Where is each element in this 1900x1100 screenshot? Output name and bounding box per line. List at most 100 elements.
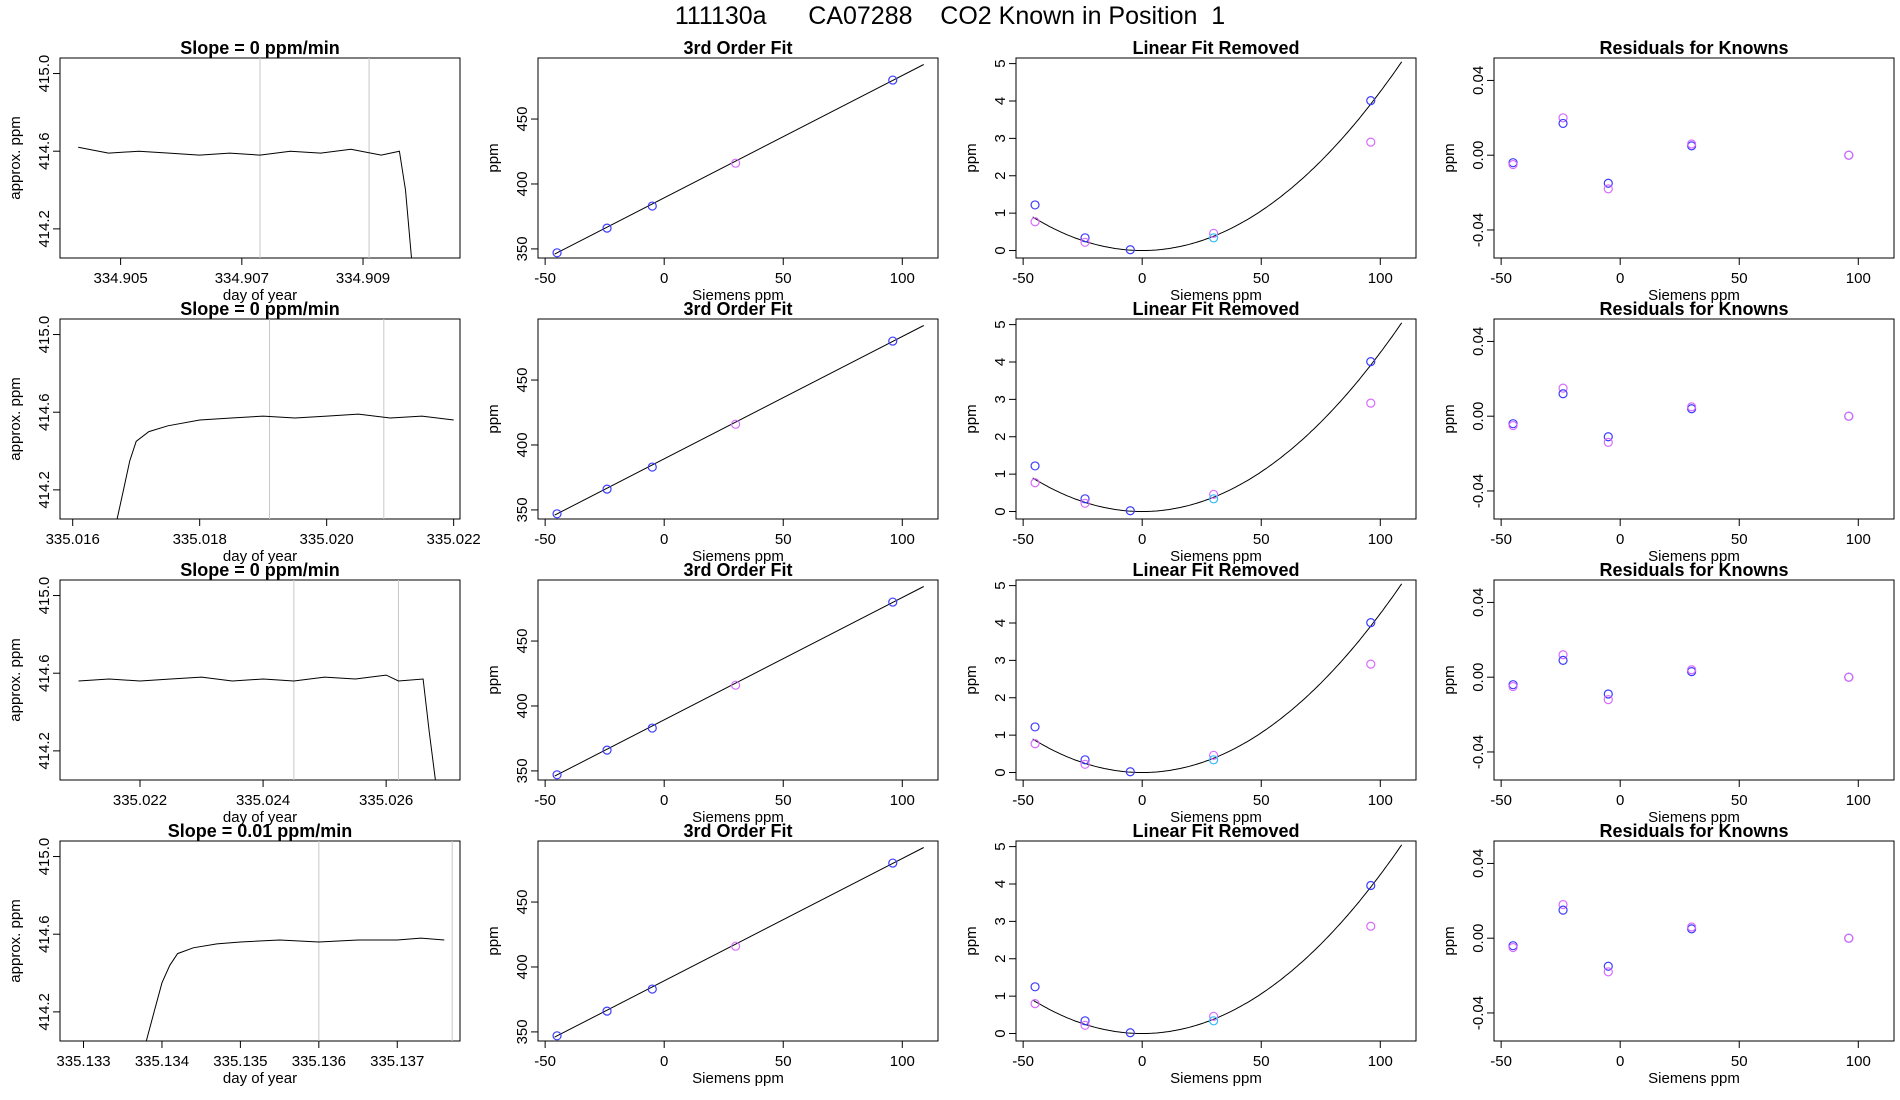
y-tick-label: 0.04 <box>1470 66 1487 95</box>
data-point <box>888 336 898 346</box>
y-tick-label: 0.00 <box>1470 924 1487 953</box>
data-point <box>1080 1016 1090 1026</box>
data-point <box>602 1006 612 1016</box>
x-tick-label: 335.134 <box>135 1053 189 1070</box>
data-point <box>1508 681 1518 692</box>
data-point <box>647 723 657 733</box>
x-tick-label: 0 <box>1138 270 1146 287</box>
data-point <box>1125 1028 1135 1038</box>
plot-frame <box>1015 57 1417 259</box>
chart-title: 3rd Order Fit <box>683 821 792 841</box>
y-tick-label: 450 <box>514 629 531 654</box>
y-tick-label: 0 <box>992 1029 1009 1037</box>
x-axis-label: Siemens ppm <box>1648 287 1740 304</box>
x-axis-label: Siemens ppm <box>692 1070 784 1087</box>
y-tick-label: -0.04 <box>1470 996 1487 1030</box>
plot-area <box>78 58 412 258</box>
chart-title: Slope = 0 ppm/min <box>180 299 340 319</box>
y-tick-label: 4 <box>992 358 1009 366</box>
data-point <box>731 158 741 168</box>
x-tick-label: -50 <box>1012 270 1034 287</box>
plot-area <box>1030 844 1403 1038</box>
y-tick-label: -0.04 <box>1470 735 1487 769</box>
y-tick-label: -0.04 <box>1470 213 1487 247</box>
x-axis-label: day of year <box>223 809 297 826</box>
data-point <box>1209 494 1219 504</box>
y-tick-label: 0.04 <box>1470 849 1487 878</box>
y-tick-label: 450 <box>514 890 531 915</box>
x-tick-label: 50 <box>775 531 792 548</box>
x-axis-label: Siemens ppm <box>1170 1070 1262 1087</box>
chart-title: Residuals for Knowns <box>1599 821 1788 841</box>
chart-panel: Linear Fit Removed -50 0 50 100 0 1 2 3 4 5 Siemens… <box>963 38 1417 304</box>
concentration-trace <box>145 937 445 1041</box>
plot-area <box>552 586 924 780</box>
y-tick-label: 414.2 <box>36 471 53 509</box>
data-point <box>1080 233 1090 243</box>
y-tick-label: 2 <box>992 433 1009 441</box>
data-point <box>888 597 898 607</box>
x-tick-label: 50 <box>1253 1053 1270 1070</box>
x-axis-label: Siemens ppm <box>1170 548 1262 565</box>
plot-frame <box>59 318 461 520</box>
data-point <box>1080 759 1090 769</box>
x-tick-label: 100 <box>1368 792 1393 809</box>
chart-panel: Linear Fit Removed -50 0 50 100 0 1 2 3 4 5 Siemens… <box>963 299 1417 565</box>
data-point <box>602 223 612 233</box>
data-point <box>1558 113 1568 123</box>
x-tick-label: 0 <box>660 531 668 548</box>
data-point <box>1366 880 1376 891</box>
x-axis-label: day of year <box>223 548 297 565</box>
chart-panel: Slope = 0 ppm/min 334.905 334.907 334.909 41… <box>7 38 461 304</box>
data-point <box>1603 967 1613 977</box>
data-point <box>1687 139 1697 149</box>
data-point <box>1080 494 1090 504</box>
data-point <box>1603 437 1613 447</box>
data-point <box>1687 402 1697 412</box>
x-tick-label: 335.135 <box>213 1053 267 1070</box>
data-point <box>888 75 898 85</box>
y-tick-label: 1 <box>992 209 1009 217</box>
data-point <box>1080 237 1090 247</box>
x-tick-label: 50 <box>775 792 792 809</box>
y-tick-label: 450 <box>514 368 531 393</box>
data-point <box>1080 755 1090 765</box>
plot-area <box>116 319 454 519</box>
concentration-trace <box>78 146 412 258</box>
chart-title: Linear Fit Removed <box>1132 38 1299 58</box>
chart-title: Residuals for Knowns <box>1599 299 1788 319</box>
y-axis-label: ppm <box>1441 926 1458 955</box>
data-point <box>1080 1020 1090 1030</box>
x-tick-label: 0 <box>1616 531 1624 548</box>
x-tick-label: 100 <box>1368 1053 1393 1070</box>
y-axis-label: approx. ppm <box>7 377 24 460</box>
data-point <box>1366 921 1376 931</box>
y-axis-label: ppm <box>485 926 502 955</box>
fit-curve <box>1032 844 1403 1034</box>
y-tick-label: 2 <box>992 955 1009 963</box>
y-axis-label: approx. ppm <box>7 899 24 982</box>
data-point <box>1209 1016 1219 1026</box>
data-point <box>1844 150 1854 160</box>
y-tick-label: 350 <box>514 236 531 261</box>
x-tick-label: -50 <box>1012 792 1034 809</box>
x-tick-label: 0 <box>660 270 668 287</box>
plot-frame <box>537 579 939 781</box>
plot-frame <box>1493 57 1895 259</box>
data-point <box>1030 982 1040 992</box>
y-axis-label: ppm <box>963 404 980 433</box>
plot-frame <box>59 840 461 1042</box>
y-tick-label: 1 <box>992 992 1009 1000</box>
x-tick-label: 335.136 <box>292 1053 346 1070</box>
x-tick-label: -50 <box>534 270 556 287</box>
data-point <box>1844 933 1854 943</box>
x-tick-label: 100 <box>1368 270 1393 287</box>
data-point <box>1366 659 1376 669</box>
data-point <box>1603 695 1613 705</box>
data-point <box>731 941 741 951</box>
x-tick-label: 50 <box>1731 792 1748 809</box>
data-point <box>1366 357 1376 367</box>
chart-title: Slope = 0.01 ppm/min <box>168 821 353 841</box>
data-point <box>1844 672 1854 682</box>
plot-frame <box>1493 318 1895 520</box>
